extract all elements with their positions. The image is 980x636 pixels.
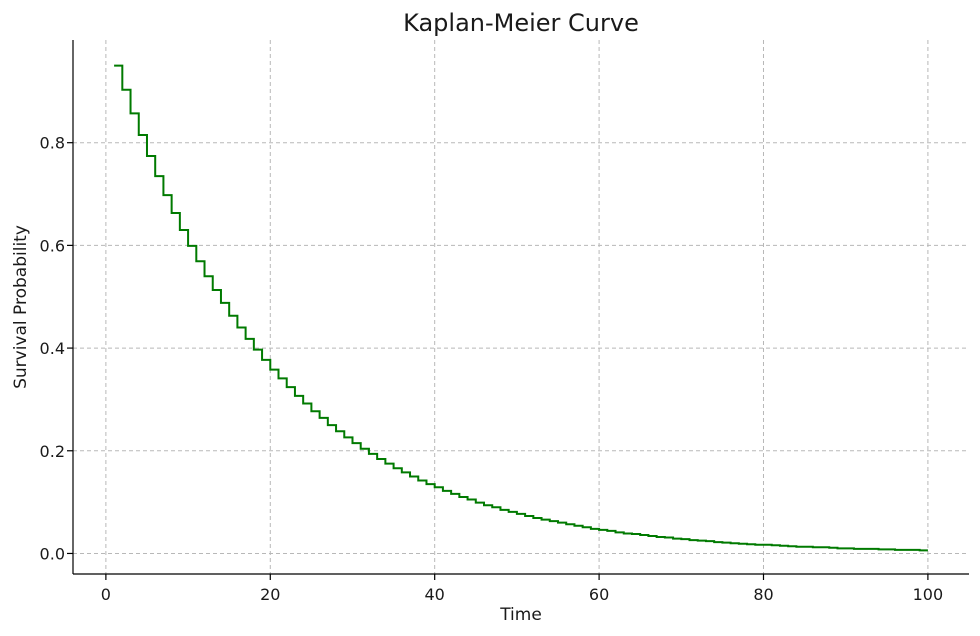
chart-title: Kaplan-Meier Curve [403,9,639,37]
x-tick-label: 20 [260,585,280,604]
y-tick-label: 0.4 [40,339,65,358]
y-tick-label: 0.8 [40,134,65,153]
x-axis-label: Time [499,605,542,625]
x-tick-label: 80 [753,585,773,604]
x-tick-label: 60 [589,585,609,604]
y-tick-label: 0.0 [40,544,65,563]
series-layer [114,64,928,552]
tick-layer: 0 20 40 60 80 100 0.0 0.2 0.4 0.6 0.8 [40,134,944,604]
x-tick-label: 0 [101,585,111,604]
y-tick-label: 0.2 [40,442,65,461]
x-tick-label: 100 [913,585,944,604]
x-tick-label: 40 [425,585,445,604]
grid-layer [73,40,969,574]
survival-step-line [114,64,928,552]
y-tick-label: 0.6 [40,236,65,255]
y-axis-label: Survival Probability [11,225,31,389]
